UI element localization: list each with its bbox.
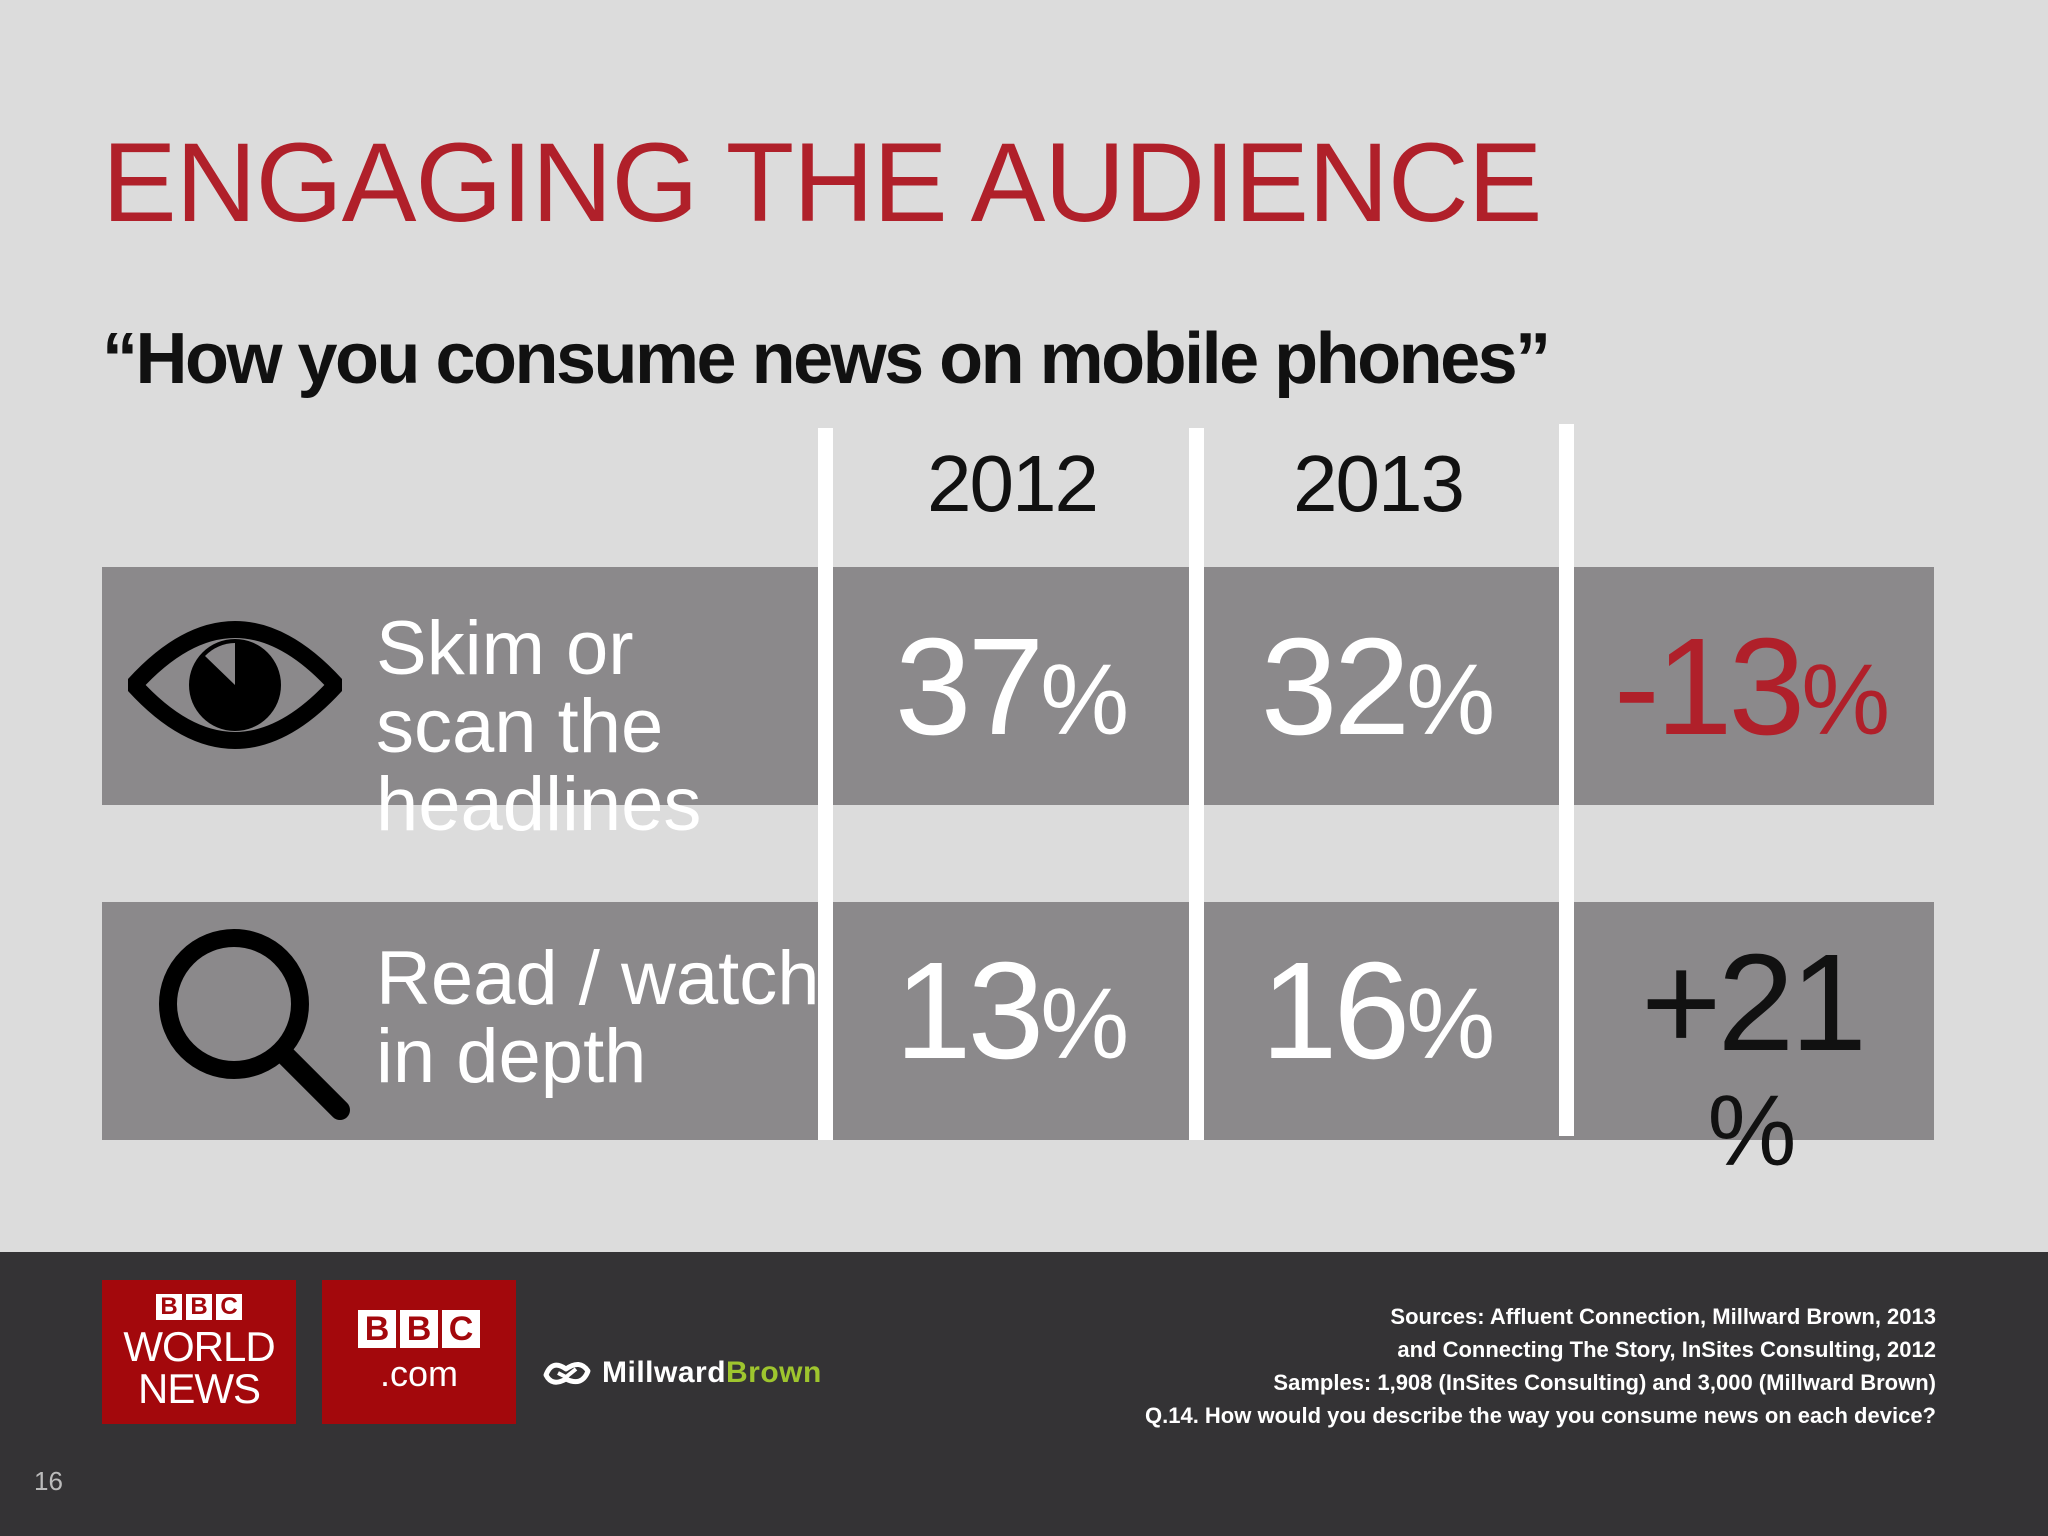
skim-2012-value: 37% <box>832 608 1192 767</box>
year-header-2012: 2012 <box>927 439 1099 528</box>
bbc-world-news-logo: B B C WORLD NEWS <box>102 1280 296 1424</box>
value-number: 37 <box>894 610 1044 764</box>
bbc-letter: B <box>400 1310 438 1348</box>
millward-text: Millward <box>602 1356 727 1389</box>
bbc-letters: B B C <box>156 1294 242 1320</box>
row-label-line: scan the <box>376 684 664 769</box>
row-label-line: headlines <box>376 762 702 847</box>
percent-unit: % <box>1707 1075 1797 1187</box>
source-line: Sources: Affluent Connection, Millward B… <box>1390 1304 1936 1329</box>
column-divider <box>818 428 833 1140</box>
news-text: NEWS <box>138 1365 261 1412</box>
skim-change-value: -13% <box>1572 608 1932 767</box>
percent-unit: % <box>1040 644 1130 756</box>
bbc-letters: B B C <box>358 1310 480 1348</box>
row-label-line: Read / watch <box>376 936 820 1021</box>
value-number: +21 <box>1640 926 1867 1080</box>
magnifier-icon <box>159 929 350 1120</box>
value-number: -13 <box>1613 610 1805 764</box>
millward-brown-wordmark: MillwardBrown <box>602 1356 822 1390</box>
read-2013-value: 16% <box>1198 932 1558 1091</box>
value-number: 16 <box>1260 934 1410 1088</box>
page-number: 16 <box>34 1466 63 1496</box>
row-label-skim: Skim or scan the headlines <box>376 610 701 844</box>
dot-com-text: .com <box>379 1353 458 1394</box>
row-label-line: in depth <box>376 1014 647 1099</box>
slide-title: ENGAGING THE AUDIENCE <box>102 120 1542 245</box>
row-label-line: Skim or <box>376 606 634 691</box>
read-change-value: +21% <box>1572 930 1932 1186</box>
percent-unit: % <box>1040 968 1130 1080</box>
source-line: Samples: 1,908 (InSites Consulting) and … <box>1273 1370 1936 1395</box>
brown-text: Brown <box>726 1356 822 1389</box>
skim-2013-value: 32% <box>1198 608 1558 767</box>
sources-note: Sources: Affluent Connection, Millward B… <box>1145 1300 1936 1432</box>
world-text: WORLD <box>123 1323 275 1370</box>
value-number: 13 <box>894 934 1044 1088</box>
slide-subtitle: “How you consume news on mobile phones” <box>102 319 1551 399</box>
read-2012-value: 13% <box>832 932 1192 1091</box>
percent-unit: % <box>1406 968 1496 1080</box>
column-divider <box>1189 428 1204 1140</box>
source-line: and Connecting The Story, InSites Consul… <box>1397 1337 1936 1362</box>
bbc-letter: C <box>442 1310 480 1348</box>
bbc-com-logo: B B C .com <box>322 1280 516 1424</box>
column-divider <box>1559 424 1574 1136</box>
row-band-skim <box>102 567 1934 805</box>
eye-icon <box>128 621 342 749</box>
percent-unit: % <box>1801 644 1891 756</box>
source-line: Q.14. How would you describe the way you… <box>1145 1403 1936 1428</box>
bbc-letter: C <box>216 1294 242 1320</box>
bbc-letter: B <box>186 1294 212 1320</box>
bbc-letter: B <box>156 1294 182 1320</box>
row-band-read <box>102 902 1934 1140</box>
row-label-read: Read / watch in depth <box>376 940 820 1096</box>
year-header-2013: 2013 <box>1293 439 1465 528</box>
millward-brown-logo: MillwardBrown <box>542 1356 822 1390</box>
bbc-letter: B <box>358 1310 396 1348</box>
millward-brown-mark-icon <box>543 1362 591 1385</box>
value-number: 32 <box>1260 610 1410 764</box>
percent-unit: % <box>1406 644 1496 756</box>
